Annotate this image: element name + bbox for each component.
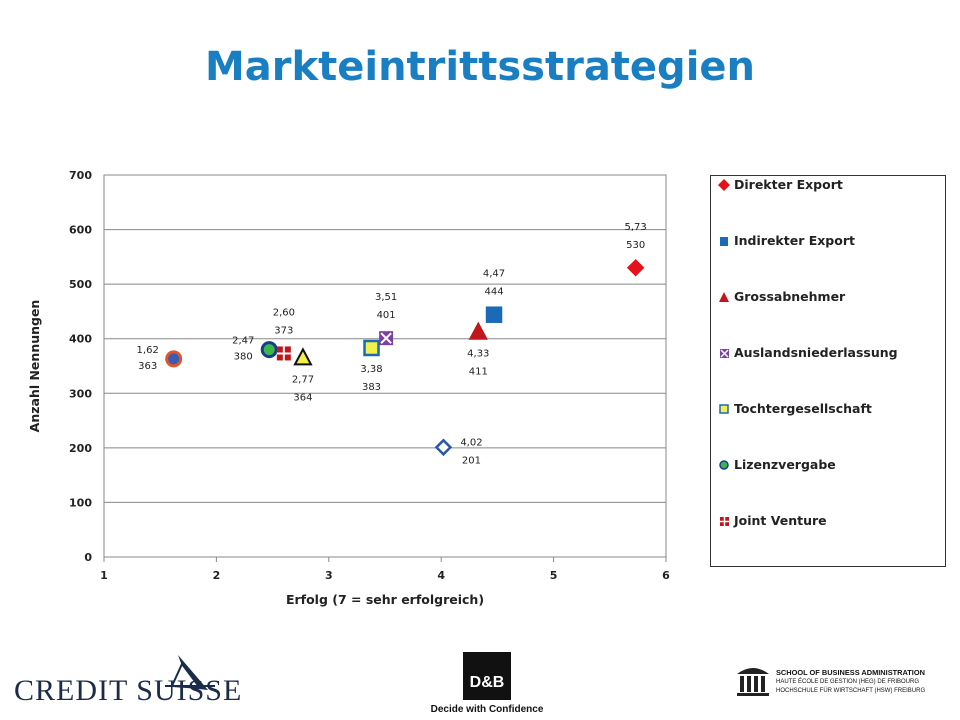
x-tick-label: 3 <box>325 569 333 582</box>
legend-item: Auslandsniederlassung <box>717 345 898 360</box>
sba-title: SCHOOL OF BUSINESS ADMINISTRATION <box>776 668 925 677</box>
point-label-x: 4,47 <box>483 269 505 280</box>
legend-item: Grossabnehmer <box>717 289 845 304</box>
point-label-y: 383 <box>362 382 381 393</box>
legend-marker-icon <box>718 178 730 191</box>
db-logo-box <box>463 652 511 700</box>
x-tick-label: 2 <box>213 569 221 582</box>
legend-marker-icon <box>720 348 729 358</box>
x-tick-label: 4 <box>437 569 445 582</box>
x-tick-label: 6 <box>662 569 670 582</box>
legend-label: Tochtergesellschaft <box>734 401 872 416</box>
y-tick-label: 400 <box>69 333 92 346</box>
legend-label: Lizenzvergabe <box>734 457 836 472</box>
legend-marker-icon <box>720 236 728 246</box>
point-label-x: 2,47 <box>232 336 254 347</box>
legend-marker-icon <box>719 403 729 414</box>
y-tick-label: 500 <box>69 278 92 291</box>
legend-label: Auslandsniederlassung <box>734 345 898 360</box>
marker-triangle <box>293 347 313 366</box>
point-label-y: 401 <box>377 310 396 321</box>
point-label-x: 2,60 <box>273 307 295 318</box>
x-tick-label: 5 <box>550 569 558 582</box>
legend-marker-icon <box>719 459 729 470</box>
point-label-y: 373 <box>274 325 293 336</box>
legend-marker-icon <box>719 291 729 302</box>
marker-square <box>363 339 380 357</box>
legend-label: Grossabnehmer <box>734 289 846 304</box>
sba-subtitle-fr: HAUTE ÉCOLE DE GESTION (HEG) DE FRIBOURG <box>776 679 920 685</box>
point-label-x: 3,38 <box>360 364 382 375</box>
credit-suisse-wordmark: CREDIT SUISSE <box>14 674 243 707</box>
point-label-x: 4,33 <box>467 349 489 360</box>
y-tick-label: 600 <box>69 224 92 237</box>
point-label-y: 444 <box>484 287 503 298</box>
y-tick-label: 300 <box>69 387 92 400</box>
point-label-x: 1,62 <box>137 345 159 356</box>
legend-label: Indirekter Export <box>734 233 855 248</box>
marker-diamond-open <box>434 438 453 457</box>
point-label-x: 2,77 <box>292 374 314 385</box>
columns-icon <box>737 668 769 696</box>
page-title: Markteintrittsstrategien <box>204 44 756 90</box>
x-tick-label: 1 <box>100 569 108 582</box>
point-label-y: 201 <box>462 455 481 466</box>
y-axis-title: Anzahl Nennungen <box>27 300 42 433</box>
legend-label: Direkter Export <box>734 177 843 192</box>
marker-cross-square <box>276 346 291 361</box>
point-label-y: 364 <box>293 392 312 403</box>
marker-triangle <box>468 321 488 340</box>
legend-marker-icon <box>720 516 729 526</box>
point-label-y: 530 <box>626 240 645 251</box>
y-tick-label: 0 <box>84 551 92 564</box>
legend-item: Joint Venture <box>717 513 827 528</box>
legend-label: Joint Venture <box>734 513 827 528</box>
db-tagline: Decide with Confidence <box>430 704 544 715</box>
legend-item: Lizenzvergabe <box>717 457 836 472</box>
marker-x-square <box>379 331 394 346</box>
legend-item: Direkter Export <box>717 177 843 192</box>
x-axis-title: Erfolg (7 = sehr erfolgreich) <box>286 592 484 607</box>
plot-area <box>103 174 667 558</box>
point-label-y: 380 <box>234 352 253 363</box>
y-tick-label: 100 <box>69 496 92 509</box>
sba-subtitle-de: HOCHSCHULE FÜR WIRTSCHAFT (HSW) FREIBURG <box>776 688 926 694</box>
point-label-y: 411 <box>469 367 488 378</box>
point-label-y: 363 <box>138 361 157 372</box>
marker-circle <box>260 341 278 359</box>
legend-item: Tochtergesellschaft <box>717 401 872 416</box>
marker-square <box>485 306 503 323</box>
y-tick-label: 200 <box>69 442 92 455</box>
marker-circle <box>165 350 183 368</box>
chart-legend: Direkter Export Indirekter Export Grossabn… <box>710 175 946 567</box>
point-label-x: 3,51 <box>375 292 397 303</box>
y-tick-label: 700 <box>69 169 92 182</box>
scatter-chart: 0 100 200 300 400 500 600 700 1 2 3 4 5 6 Erfolg (7 = … <box>27 169 670 607</box>
sail-icon <box>165 655 215 690</box>
point-label-x: 5,73 <box>625 222 647 233</box>
marker-diamond <box>626 259 645 277</box>
db-logo-letters: D&B <box>469 674 505 691</box>
point-label-x: 4,02 <box>460 437 482 448</box>
legend-item: Indirekter Export <box>717 233 855 248</box>
